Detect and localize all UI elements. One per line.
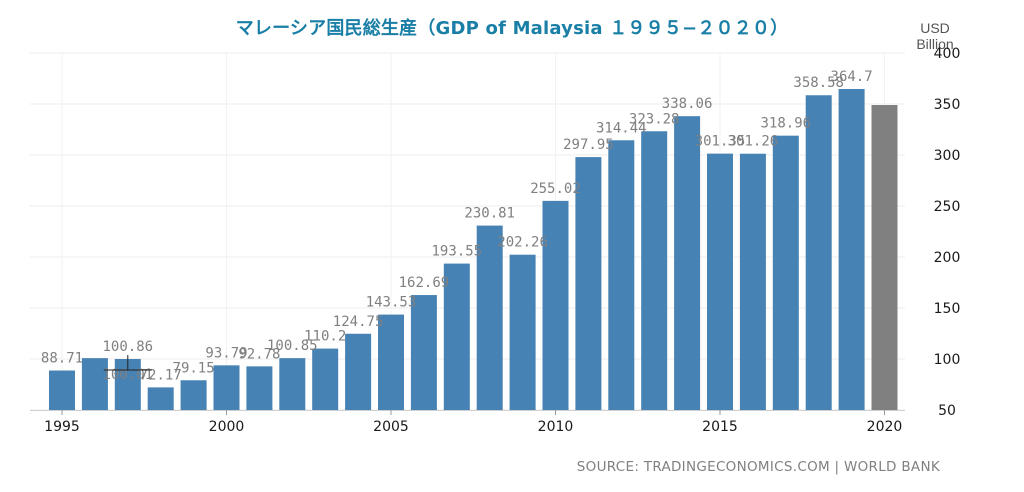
data-label-1999: 79.15: [173, 360, 215, 376]
y-tick-label-200: 200: [934, 250, 961, 266]
data-label-2019: 364.7: [831, 69, 873, 85]
y-tick-label-50: 50: [938, 403, 956, 419]
bars: [49, 89, 898, 411]
data-label-2014: 338.06: [662, 96, 713, 112]
x-tick-label-2010: 2010: [538, 419, 574, 435]
data-label-2015: 301.35: [695, 134, 746, 150]
x-tick-label-2020: 2020: [867, 419, 903, 435]
x-tick-label-1995: 1995: [44, 419, 80, 435]
y-tick-label-100: 100: [934, 352, 961, 368]
data-label-2003: 110.2: [304, 329, 346, 345]
data-label-2006: 162.69: [399, 275, 450, 291]
bar-2015: [707, 153, 733, 411]
bar-2002: [279, 358, 306, 410]
bar-2014: [674, 116, 701, 410]
axes: 50 100 150 200 250 300 350 400 1995 2000 2005 2010 2…: [30, 46, 960, 435]
bar-2020: [871, 105, 898, 411]
chart-title: マレーシア国民総生産（GDP of Malaysia １９９５−２０２０）: [235, 18, 789, 39]
data-label-2016: 301.26: [728, 134, 779, 150]
y-tick-label-400: 400: [934, 46, 961, 62]
data-label-2004: 124.75: [333, 314, 384, 330]
bar-1999: [180, 380, 207, 410]
bar-2009: [509, 254, 536, 410]
bar-2008: [476, 225, 503, 410]
y-tick-label-250: 250: [934, 199, 961, 215]
y-tick-label-150: 150: [934, 301, 961, 317]
data-label-2001: 92.78: [238, 346, 280, 362]
bar-2006: [410, 295, 437, 410]
data-label-2000: 93.79: [205, 345, 247, 361]
bar-2000: [213, 365, 240, 410]
data-label-2008: 230.81: [464, 206, 515, 222]
x-tick-label-2000: 2000: [209, 419, 245, 435]
y-tick-label-350: 350: [934, 97, 961, 113]
data-label-extra-1997: 100.01: [103, 367, 154, 383]
bar-2012: [608, 140, 635, 411]
x-tick-label-2005: 2005: [373, 419, 409, 435]
bar-2001: [246, 366, 273, 410]
bar-2013: [641, 131, 668, 410]
bar-2010: [542, 200, 569, 410]
data-label-2002: 100.85: [267, 338, 318, 354]
bar-2019: [838, 89, 865, 411]
data-label-2010: 255.02: [530, 181, 581, 197]
bar-2018: [805, 95, 832, 410]
data-label-2011: 297.95: [563, 137, 614, 153]
data-label-2017: 318.96: [761, 116, 812, 132]
data-label-2009: 202.26: [497, 235, 548, 251]
data-label-2005: 143.53: [366, 295, 417, 311]
data-label-1997: 100.86: [103, 339, 154, 355]
data-label-2012: 314.44: [596, 120, 647, 136]
bar-1996: [81, 358, 108, 410]
bar-2011: [575, 157, 602, 410]
y-axis-unit: USD Billion: [916, 20, 954, 52]
bar-2005: [378, 314, 404, 410]
y-tick-label-300: 300: [934, 148, 961, 164]
data-label-1998: 72.17: [140, 367, 182, 383]
bar-2007: [443, 263, 470, 410]
bar-2004: [345, 333, 372, 410]
bar-1998: [147, 387, 174, 410]
data-labels: 88.71 100.86 72.1779.1593.7992.78100.85110…: [41, 69, 873, 383]
bar-2016: [739, 153, 766, 411]
bar-2017: [772, 135, 799, 410]
bar-1995: [49, 370, 75, 410]
data-label-2018: 358.58: [793, 75, 844, 91]
x-tick-label-2015: 2015: [702, 419, 738, 435]
data-label-1995: 88.71: [41, 351, 83, 367]
bar-2003: [312, 348, 339, 410]
source-note: SOURCE: TRADINGECONOMICS.COM | WORLD BAN…: [576, 459, 940, 475]
data-label-2013: 323.28: [629, 111, 680, 127]
data-label-2007: 193.55: [432, 244, 483, 260]
